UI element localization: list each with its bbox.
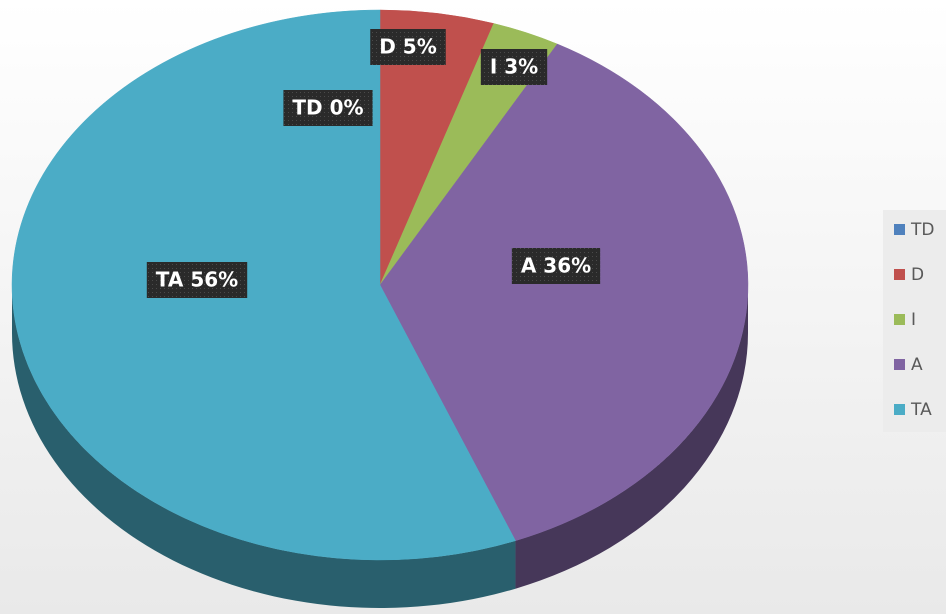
legend: TD D I A TA (894, 220, 934, 420)
data-label-bg (480, 49, 548, 85)
data-labels: TD 0% D 5% I 3% A 36% TA 56% (146, 29, 601, 298)
data-label: TD 0% (283, 90, 373, 126)
data-label-bg (146, 262, 248, 298)
legend-label: TA (910, 400, 932, 420)
data-label-bg (511, 248, 601, 284)
data-label-text: TD 0% (292, 96, 363, 120)
legend-label: A (911, 355, 923, 375)
data-label: A 36% (511, 248, 601, 284)
data-label-text: I 3% (490, 55, 538, 79)
data-label-bg (283, 90, 373, 126)
legend-label: D (911, 265, 924, 285)
data-label-text: A 36% (521, 254, 591, 278)
data-label-text: TA 56% (156, 268, 238, 292)
legend-box (883, 210, 946, 432)
pie-side (515, 285, 748, 589)
legend-label: I (911, 310, 916, 330)
pie-slice (379, 43, 749, 541)
data-label-text: D 5% (379, 35, 437, 59)
legend-swatch (894, 404, 905, 415)
pie-tops (11, 9, 749, 561)
legend-swatch (894, 224, 905, 235)
data-label-bg (370, 29, 446, 65)
data-label: TA 56% (146, 262, 248, 298)
legend-swatch (894, 359, 905, 370)
pie-side (12, 285, 516, 608)
data-label: D 5% (370, 29, 446, 65)
pie-slice (11, 9, 516, 561)
legend-swatch (894, 314, 905, 325)
data-label: I 3% (480, 49, 548, 85)
legend-swatch (894, 269, 905, 280)
pie-sides (12, 285, 748, 608)
legend-label: TD (910, 220, 934, 240)
